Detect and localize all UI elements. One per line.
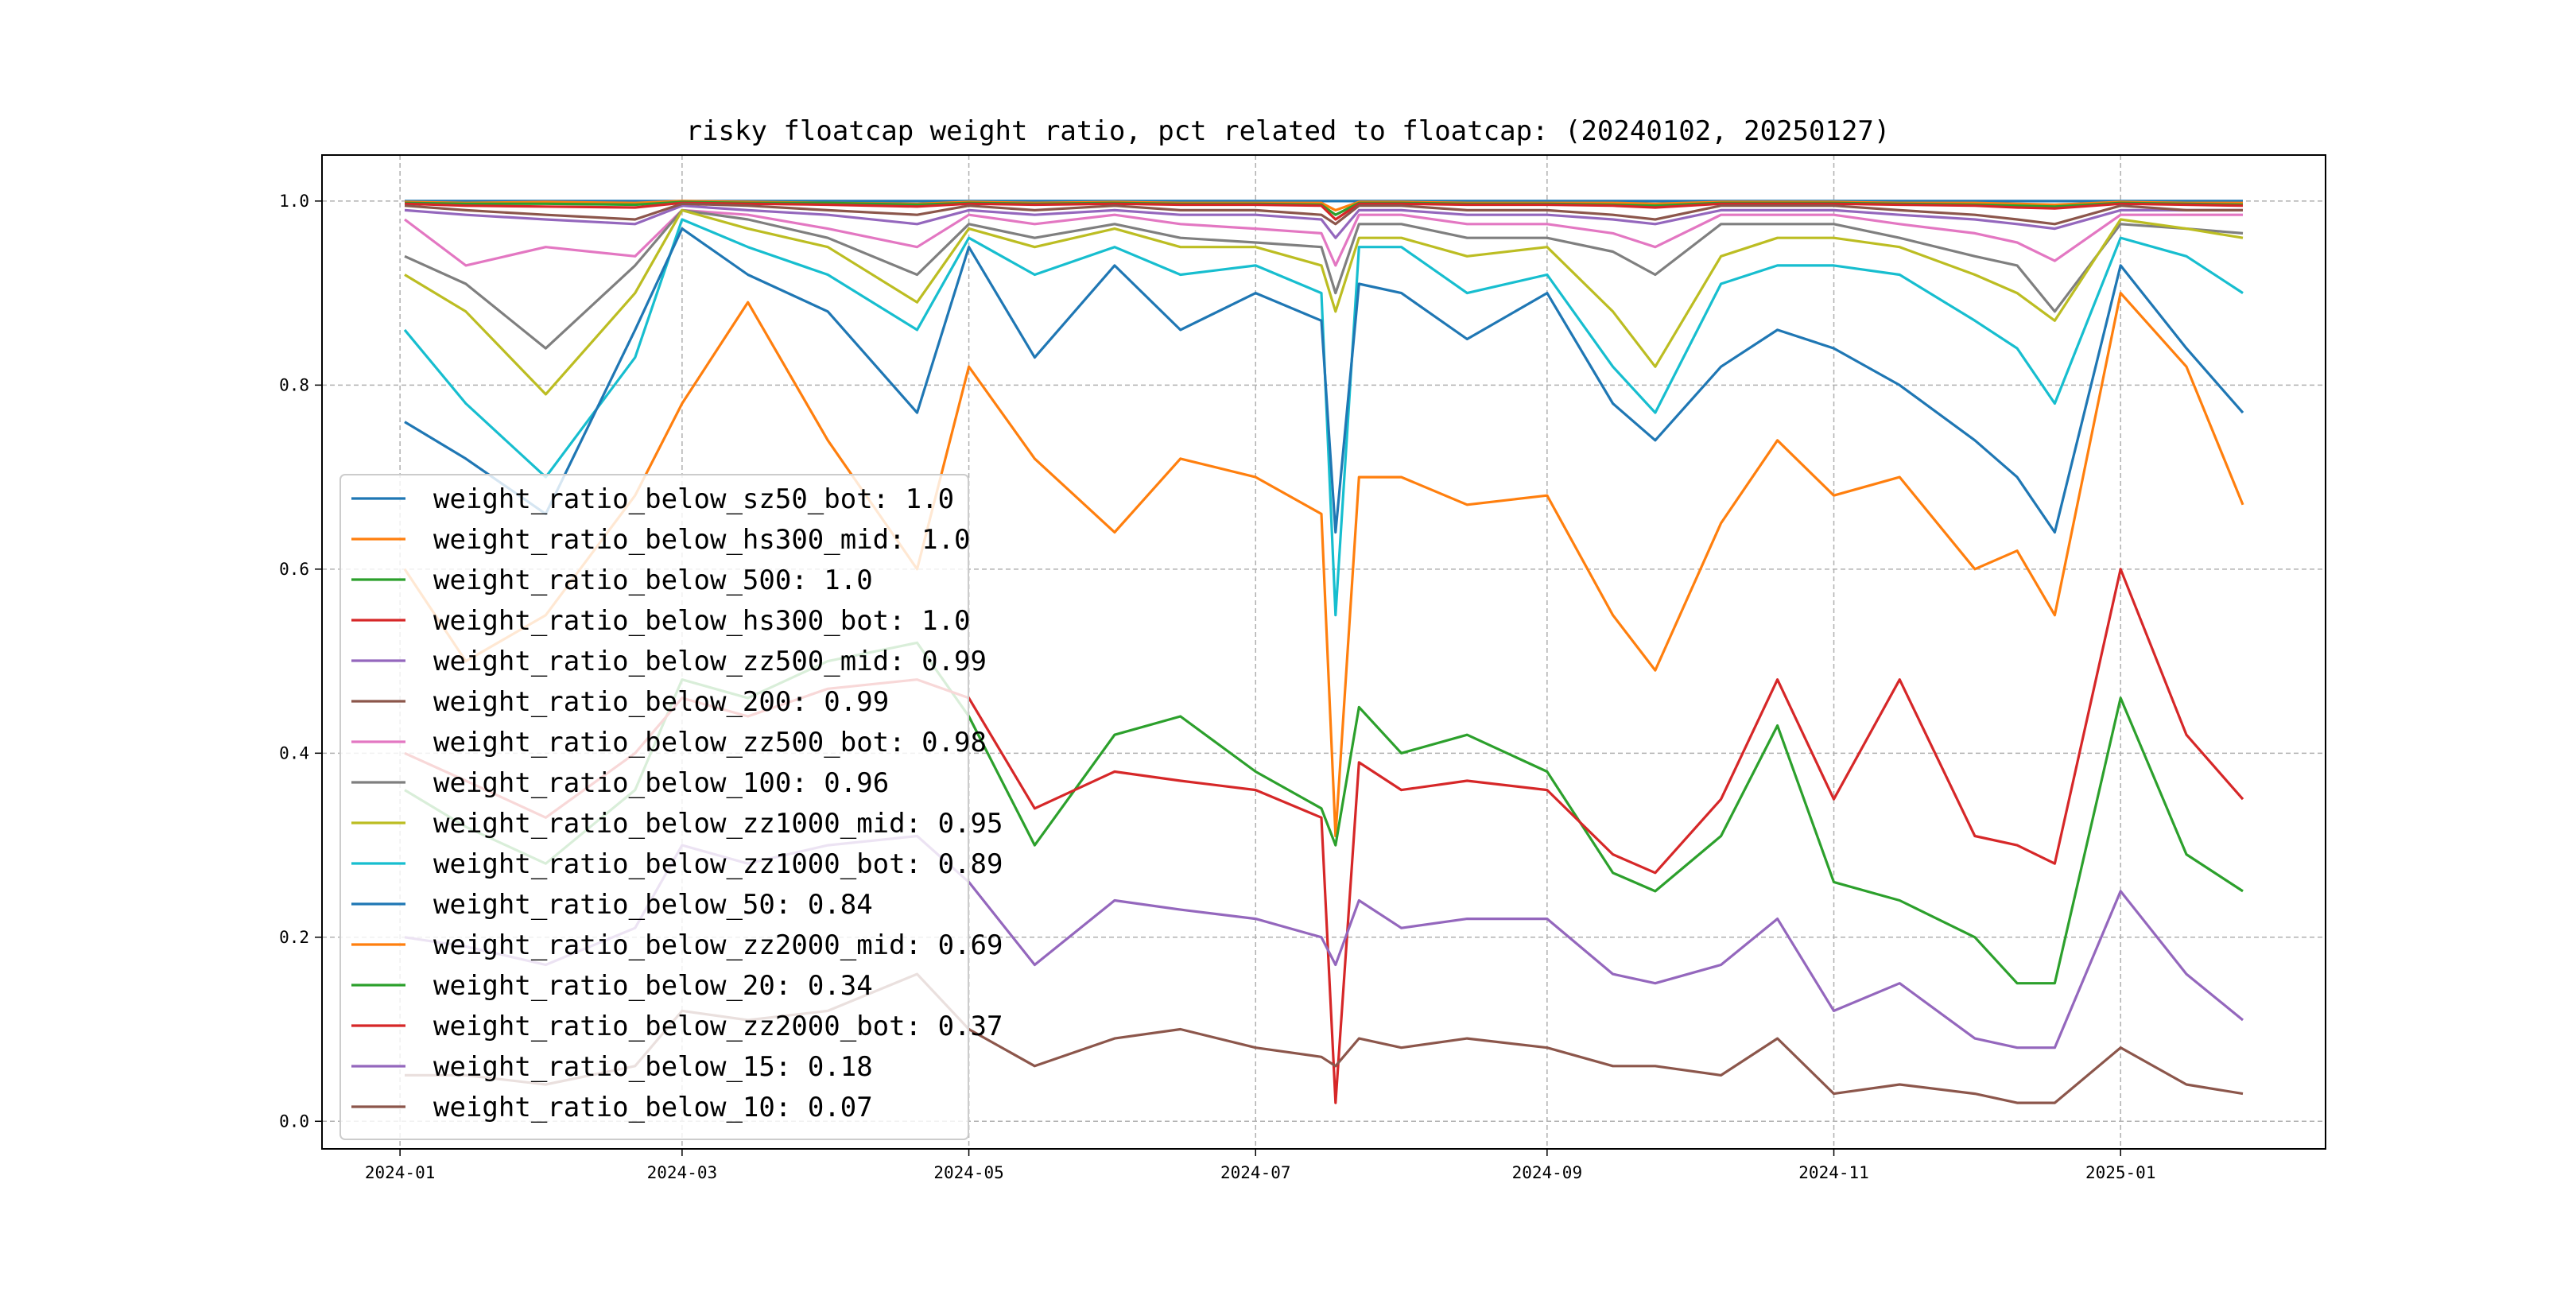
y-tick-label: 0.6: [279, 560, 309, 579]
series-line-weight_ratio_below_200: [404, 202, 2243, 226]
legend-series-name: weight_ratio_below_hs300_bot: [433, 605, 889, 637]
legend-series-name: weight_ratio_below_zz2000_bot: [433, 1011, 906, 1042]
legend-series-value: 0.98: [921, 727, 987, 759]
legend-entry-label: weight_ratio_below_20: 0.34: [433, 970, 873, 1002]
legend-series-name: weight_ratio_below_100: [433, 767, 791, 799]
y-tick-label: 0.8: [279, 375, 309, 394]
legend-entry-label: weight_ratio_below_zz1000_mid: 0.95: [433, 808, 1003, 840]
legend-entry-label: weight_ratio_below_hs300_bot: 1.0: [433, 605, 971, 637]
legend-entry-label: weight_ratio_below_hs300_mid: 1.0: [433, 524, 971, 556]
series-line-weight_ratio_below_zz500_mid: [404, 204, 2243, 239]
legend-entry-label: weight_ratio_below_200: 0.99: [433, 686, 889, 718]
legend-entry-label: weight_ratio_below_zz500_bot: 0.98: [433, 727, 987, 759]
legend-series-value: 1.0: [921, 605, 970, 637]
legend-series-value: 0.18: [808, 1051, 873, 1083]
legend-series-name: weight_ratio_below_zz2000_mid: [433, 929, 906, 961]
y-tick-label: 0.2: [279, 928, 309, 947]
legend-series-name: weight_ratio_below_zz500_mid: [433, 646, 889, 677]
legend-entry-label: weight_ratio_below_zz2000_mid: 0.69: [433, 929, 1003, 961]
y-tick-label: 1.0: [279, 192, 309, 211]
legend-series-name: weight_ratio_below_10: [433, 1092, 775, 1123]
legend-series-value: 0.96: [824, 767, 889, 799]
legend-series-value: 0.95: [938, 808, 1003, 840]
legend-entry-label: weight_ratio_below_50: 0.84: [433, 889, 873, 921]
legend-entry-label: weight_ratio_below_sz50_bot: 1.0: [433, 483, 954, 515]
legend-entry-label: weight_ratio_below_100: 0.96: [433, 767, 889, 799]
legend-series-value: 0.07: [808, 1092, 873, 1123]
legend-series-value: 1.0: [921, 524, 970, 556]
series-line-weight_ratio_below_zz1000_bot: [403, 218, 2244, 617]
legend-series-name: weight_ratio_below_zz1000_bot: [433, 848, 906, 880]
legend-series-name: weight_ratio_below_15: [433, 1051, 775, 1083]
x-tick-label: 2024-11: [1798, 1163, 1869, 1182]
legend-series-name: weight_ratio_below_zz500_bot: [433, 727, 889, 759]
legend-series-name: weight_ratio_below_hs300_mid: [433, 524, 889, 556]
series-line-weight_ratio_below_zz1000_mid: [404, 208, 2244, 396]
y-axis: 0.0 0.2 0.4 0.6 0.8 1.0: [279, 192, 322, 1131]
legend-series-value: 0.99: [921, 646, 987, 677]
legend-series-name: weight_ratio_below_sz50_bot: [433, 483, 873, 515]
x-tick-label: 2024-05: [933, 1163, 1004, 1182]
legend-series-name: weight_ratio_below_20: [433, 970, 775, 1002]
legend-series-value: 0.69: [938, 929, 1003, 961]
series-line-weight_ratio_below_hs300_bot: [404, 201, 2244, 221]
legend-series-name: weight_ratio_below_200: [433, 686, 791, 718]
legend-entry-label: weight_ratio_below_500: 1.0: [433, 565, 873, 596]
legend-entry-label: weight_ratio_below_zz500_mid: 0.99: [433, 646, 987, 677]
legend-series-value: 0.34: [808, 970, 873, 1002]
series-line-weight_ratio_below_zz500_bot: [404, 208, 2243, 267]
legend-series-value: 0.99: [824, 686, 889, 718]
legend: weight_ratio_below_sz50_bot: 1.0weight_r…: [339, 474, 1003, 1140]
series-line-weight_ratio_below_zz2000_mid: [403, 292, 2244, 838]
legend-entry-label: weight_ratio_below_zz1000_bot: 0.89: [433, 848, 1003, 880]
x-axis: 2024-01 2024-03 2024-05 2024-07 2024-09 2024-…: [365, 1149, 2156, 1182]
x-tick-label: 2024-09: [1512, 1163, 1583, 1182]
y-tick-label: 0.4: [279, 743, 309, 762]
legend-box: [339, 474, 969, 1140]
chart-title: risky floatcap weight ratio, pct related…: [686, 115, 1891, 147]
legend-entry-label: weight_ratio_below_zz2000_bot: 0.37: [433, 1011, 1003, 1042]
legend-series-name: weight_ratio_below_50: [433, 889, 775, 921]
series-line-weight_ratio_below_50: [404, 227, 2244, 534]
legend-series-name: weight_ratio_below_zz1000_mid: [433, 808, 906, 840]
y-tick-label: 0.0: [279, 1112, 309, 1131]
legend-entry-label: weight_ratio_below_15: 0.18: [433, 1051, 873, 1083]
plot-frame: [321, 154, 2326, 1150]
legend-series-value: 0.84: [808, 889, 873, 921]
legend-entry-label: weight_ratio_below_10: 0.07: [433, 1092, 873, 1123]
x-tick-label: 2024-03: [647, 1163, 718, 1182]
legend-series-name: weight_ratio_below_500: [433, 565, 791, 596]
series-line-weight_ratio_below_100: [404, 208, 2244, 350]
x-tick-label: 2025-01: [2085, 1163, 2156, 1182]
legend-series-value: 1.0: [824, 565, 872, 596]
legend-series-value: 1.0: [906, 483, 954, 515]
x-tick-label: 2024-07: [1220, 1163, 1291, 1182]
legend-series-value: 0.37: [938, 1011, 1003, 1042]
legend-series-value: 0.89: [938, 848, 1003, 880]
x-tick-label: 2024-01: [365, 1163, 436, 1182]
